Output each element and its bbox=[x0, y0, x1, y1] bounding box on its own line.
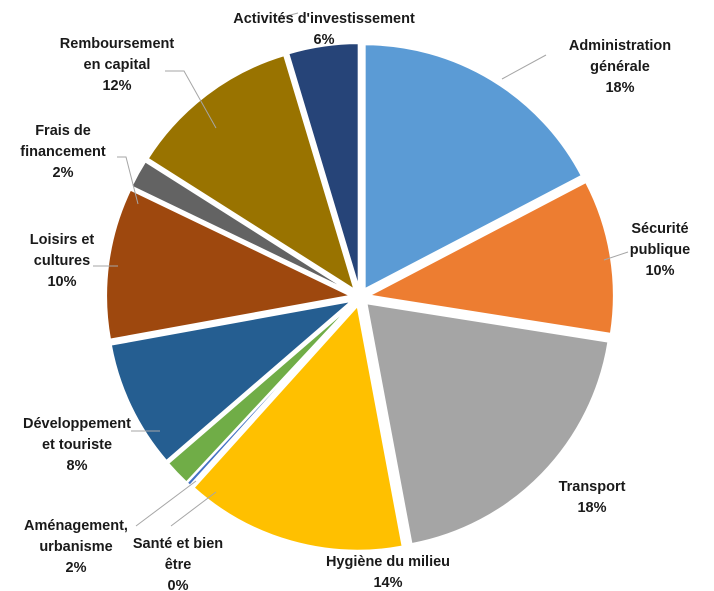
leader-line-administration-generale bbox=[501, 54, 547, 80]
data-label-line: Sécurité bbox=[631, 221, 688, 237]
data-label-percent: 18% bbox=[605, 80, 634, 96]
data-label-sante-et-bien-etre: Santé et bien être 0% bbox=[133, 536, 223, 591]
pie-slice-remboursement-en-capital bbox=[146, 53, 357, 293]
data-label-amenagement-urbanisme: Aménagement, urbanisme 2% bbox=[24, 518, 128, 576]
pie-slice-developpement-et-touriste bbox=[109, 299, 356, 463]
pie-slices bbox=[105, 42, 615, 552]
leader-lines bbox=[93, 12, 629, 527]
data-label-activites-d-investissement: Activités d'investissement 6% bbox=[233, 11, 415, 48]
data-label-remboursement-en-capital: Remboursement en capital 12% bbox=[60, 36, 175, 94]
data-label-line: Hygiène du milieu bbox=[326, 554, 450, 570]
leader-line-sante-et-bien-etre bbox=[170, 491, 217, 527]
pie-slice-frais-de-financement bbox=[130, 159, 353, 294]
leader-line-amenagement-urbanisme bbox=[135, 480, 197, 527]
data-label-percent: 2% bbox=[53, 165, 74, 181]
data-label-line: Loisirs et bbox=[30, 232, 95, 248]
pie-slice-activites-d-investissement bbox=[287, 42, 360, 289]
data-label-line: publique bbox=[630, 242, 690, 258]
data-label-percent: 6% bbox=[314, 32, 335, 48]
leader-line-activites-d-investissement bbox=[278, 12, 299, 19]
data-label-line: Activités d'investissement bbox=[233, 11, 415, 27]
data-label-percent: 8% bbox=[67, 458, 88, 474]
data-label-line: financement bbox=[20, 144, 106, 160]
data-label-percent: 0% bbox=[168, 578, 189, 591]
pie-slice-loisirs-et-cultures bbox=[105, 188, 355, 341]
data-label-securite-publique: Sécurité publique 10% bbox=[630, 221, 690, 279]
data-label-hygiene-du-milieu: Hygiène du milieu 14% bbox=[326, 554, 450, 591]
data-label-percent: 2% bbox=[66, 560, 87, 576]
data-label-transport: Transport 18% bbox=[559, 479, 626, 516]
data-label-line: Aménagement, bbox=[24, 518, 128, 534]
data-label-line: Administration bbox=[569, 38, 671, 54]
leader-line-frais-de-financement bbox=[117, 156, 139, 205]
data-label-line: Développement bbox=[23, 416, 131, 432]
data-label-developpement-et-touriste: Développement et touriste 8% bbox=[23, 416, 131, 474]
data-label-line: Remboursement bbox=[60, 36, 175, 52]
data-label-percent: 14% bbox=[373, 575, 402, 591]
data-label-line: et touriste bbox=[42, 437, 112, 453]
data-label-line: être bbox=[165, 557, 192, 573]
data-label-percent: 12% bbox=[102, 78, 131, 94]
leader-line-securite-publique bbox=[603, 251, 629, 261]
pie-slice-transport bbox=[365, 302, 610, 546]
pie-slice-hygiene-du-milieu bbox=[192, 303, 404, 552]
leader-line-remboursement-en-capital bbox=[165, 70, 217, 129]
data-label-line: Santé et bien bbox=[133, 536, 223, 552]
data-label-line: générale bbox=[590, 59, 650, 75]
data-label-line: Frais de bbox=[35, 123, 91, 139]
data-label-frais-de-financement: Frais de financement 2% bbox=[20, 123, 106, 181]
data-label-line: Transport bbox=[559, 479, 626, 495]
pie-slice-amenagement-urbanisme bbox=[166, 302, 355, 484]
pie-slice-administration-generale bbox=[363, 43, 584, 291]
data-labels: Administration générale 18% Sécurité publiqu… bbox=[20, 11, 690, 591]
data-label-administration-generale: Administration générale 18% bbox=[569, 38, 671, 96]
data-label-line: urbanisme bbox=[39, 539, 112, 555]
pie-slice-securite-publique bbox=[365, 180, 615, 336]
data-label-percent: 10% bbox=[645, 263, 674, 279]
data-label-percent: 18% bbox=[577, 500, 606, 516]
data-label-loisirs-et-cultures: Loisirs et cultures 10% bbox=[30, 232, 95, 290]
data-label-line: en capital bbox=[84, 57, 151, 73]
data-label-percent: 10% bbox=[47, 274, 76, 290]
data-label-line: cultures bbox=[34, 253, 90, 269]
